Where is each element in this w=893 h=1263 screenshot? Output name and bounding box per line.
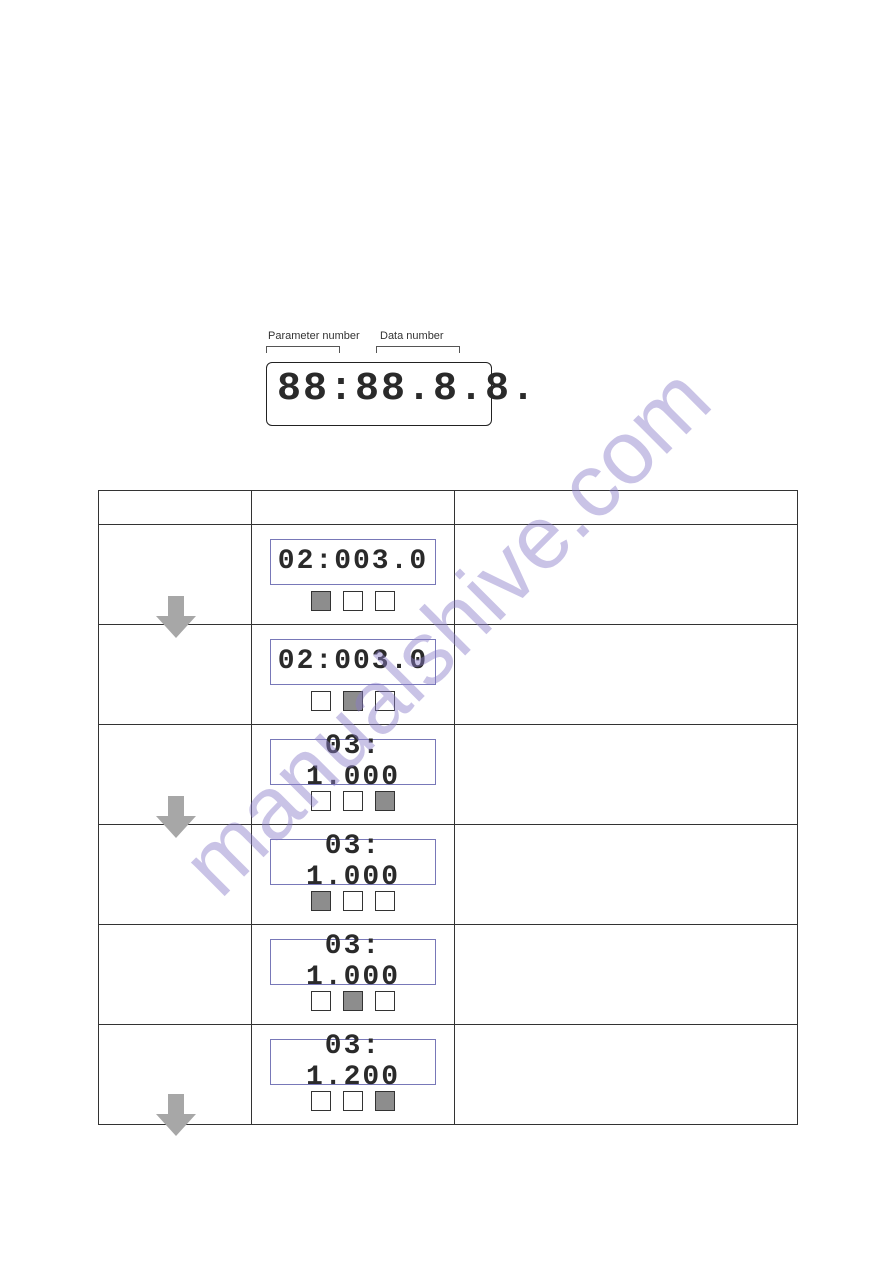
button-3[interactable] [375, 691, 395, 711]
lcd-value: 03: 1.000 [271, 831, 435, 893]
table-header-description [455, 491, 798, 525]
table-row: 03: 1.000 [99, 725, 798, 825]
lcd-value: 03: 1.000 [271, 731, 435, 793]
table-row: 03: 1.200 [99, 1025, 798, 1125]
button-2[interactable] [343, 791, 363, 811]
parameter-bracket [266, 346, 340, 353]
button-3[interactable] [375, 891, 395, 911]
table-row: 03: 1.000 [99, 925, 798, 1025]
lcd-display: 03: 1.000 [270, 839, 436, 885]
button-row [253, 591, 453, 611]
button-row [253, 791, 453, 811]
button-row [253, 891, 453, 911]
button-2[interactable] [343, 691, 363, 711]
down-arrow-icon [156, 596, 196, 638]
lcd-display: 02:003.0 [270, 539, 436, 585]
button-3[interactable] [375, 791, 395, 811]
lcd-display: 02:003.0 [270, 639, 436, 685]
button-2[interactable] [343, 891, 363, 911]
table-row: 02:003.0 [99, 525, 798, 625]
button-1[interactable] [311, 691, 331, 711]
table-row: 02:003.0 [99, 625, 798, 725]
button-1[interactable] [311, 991, 331, 1011]
button-1[interactable] [311, 591, 331, 611]
button-2[interactable] [343, 591, 363, 611]
button-1[interactable] [311, 1091, 331, 1111]
lcd-value: 03: 1.000 [271, 931, 435, 993]
button-1[interactable] [311, 891, 331, 911]
table-row: 03: 1.000 [99, 825, 798, 925]
procedure-table: 02:003.0 02:003.0 03: [98, 490, 798, 1125]
button-3[interactable] [375, 991, 395, 1011]
button-1[interactable] [311, 791, 331, 811]
main-lcd-display: 88:88.8.8. [266, 362, 492, 426]
down-arrow-icon [156, 796, 196, 838]
lcd-display: 03: 1.000 [270, 939, 436, 985]
lcd-value: 03: 1.200 [271, 1031, 435, 1093]
lcd-display: 03: 1.000 [270, 739, 436, 785]
button-3[interactable] [375, 1091, 395, 1111]
lcd-display: 03: 1.200 [270, 1039, 436, 1085]
table-header-display [252, 491, 455, 525]
button-3[interactable] [375, 591, 395, 611]
data-bracket [376, 346, 460, 353]
button-row [253, 991, 453, 1011]
parameter-number-label: Parameter number [268, 330, 360, 342]
main-lcd-value: 88:88.8.8. [277, 367, 537, 412]
lcd-value: 02:003.0 [278, 646, 428, 677]
table-header-row [99, 491, 798, 525]
button-row [253, 1091, 453, 1111]
data-number-label: Data number [380, 330, 444, 342]
lcd-value: 02:003.0 [278, 546, 428, 577]
button-row [253, 691, 453, 711]
down-arrow-icon [156, 1094, 196, 1136]
button-2[interactable] [343, 1091, 363, 1111]
table-header-step [99, 491, 252, 525]
button-2[interactable] [343, 991, 363, 1011]
